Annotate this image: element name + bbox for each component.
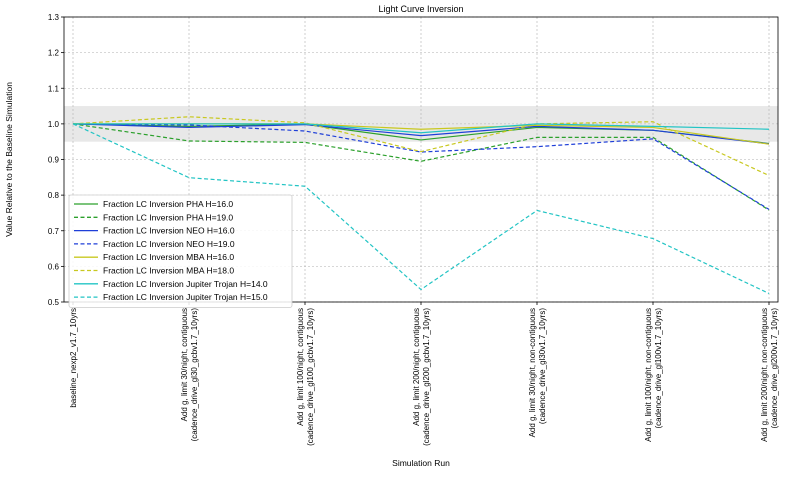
x-tick-label: (cadence_drive_gl200_gcbv1.7_10yrs) — [422, 308, 431, 446]
series-line — [72, 116, 770, 177]
legend-box — [68, 194, 293, 308]
legend-label: Fraction LC Inversion MBA H=18.0 — [103, 266, 234, 276]
legend-label: Fraction LC Inversion NEO H=19.0 — [103, 239, 235, 249]
series-line — [72, 123, 770, 210]
series-line — [73, 123, 770, 134]
x-axis-title: Simulation Run — [392, 458, 450, 468]
x-tick-label: Add g, limit 30/night, non-contiguous — [528, 308, 537, 437]
x-tick-label: Add g, limit 30/night, contiguous — [180, 308, 189, 421]
legend-label: Fraction LC Inversion Jupiter Trojan H=1… — [103, 279, 268, 289]
y-tick-label: 0.7 — [48, 227, 60, 236]
x-tick-label: Add g, limit 200/night, non-contiguous — [760, 308, 769, 442]
legend-label: Fraction LC Inversion NEO H=16.0 — [103, 226, 235, 236]
x-tick-label: (cadence_drive_gl200v1.7_10yrs) — [770, 308, 779, 429]
series-line — [72, 123, 770, 211]
series-line — [72, 123, 770, 294]
x-tick-label: baseline_nexp2_v1.7_10yrs — [69, 308, 78, 408]
y-tick-label: 0.5 — [48, 298, 60, 307]
y-tick-label: 1.2 — [48, 49, 60, 58]
y-tick-label: 0.6 — [48, 262, 60, 271]
legend-label: Fraction LC Inversion MBA H=16.0 — [103, 252, 234, 262]
legend: Fraction LC Inversion PHA H=16.0 Fraction… — [68, 194, 293, 308]
x-tick-label: Add g, limit 100/night, contiguous — [296, 308, 305, 426]
y-tick-label: 0.9 — [48, 156, 60, 165]
series-layer — [72, 116, 770, 294]
series-line — [72, 123, 770, 145]
x-tick-label: (cadence_drive_gl30v1.7_10yrs) — [538, 308, 547, 424]
y-axis-title: Value Relative to the Baseline Simulatio… — [4, 82, 14, 237]
x-tick-label: Add g, limit 200/night, contiguous — [412, 308, 421, 426]
y-tick-label: 1.0 — [48, 120, 60, 129]
y-axis-ticks: 0.5 0.6 0.7 0.8 0.9 1.0 1.1 1.2 1.3 — [48, 13, 64, 307]
x-tick-label: Add g, limit 100/night, non-contiguous — [644, 308, 653, 442]
chart-title: Light Curve Inversion — [378, 4, 463, 14]
y-tick-label: 1.1 — [48, 84, 60, 93]
legend-label: Fraction LC Inversion Jupiter Trojan H=1… — [103, 292, 268, 302]
y-tick-label: 1.3 — [48, 13, 60, 22]
x-tick-label: (cadence_drive_gl100_gcbv1.7_10yrs) — [306, 308, 315, 446]
x-tick-label: (cadence_drive_gl30_gcbv1.7_10yrs) — [190, 308, 199, 442]
y-tick-label: 0.8 — [48, 191, 60, 200]
legend-label: Fraction LC Inversion PHA H=16.0 — [103, 199, 233, 209]
legend-label: Fraction LC Inversion PHA H=19.0 — [103, 212, 233, 222]
x-axis-ticks: baseline_nexp2_v1.7_10yrs Add g, limit 30… — [69, 302, 779, 446]
x-tick-label: (cadence_drive_gl100v1.7_10yrs) — [654, 308, 663, 429]
